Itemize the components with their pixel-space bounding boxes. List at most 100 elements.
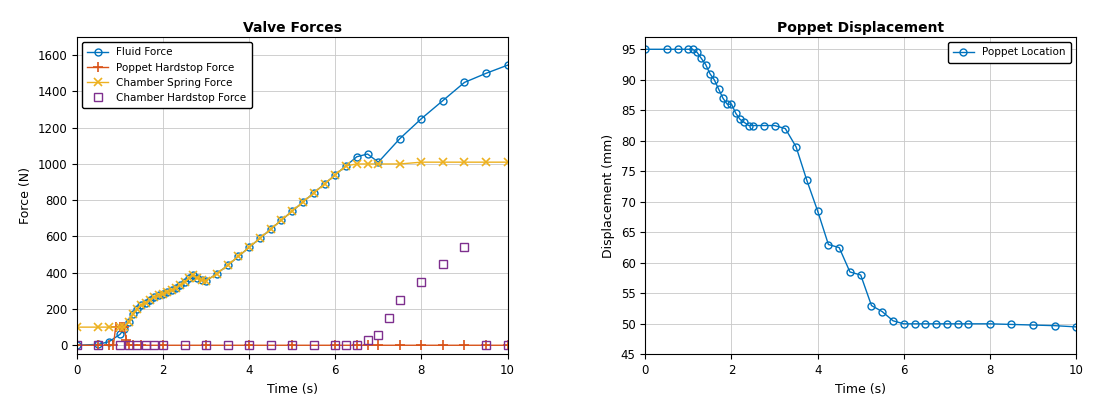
- Poppet Location: [671, 47, 684, 52]
- Fluid Force: [350, 154, 363, 159]
- Poppet Location: [951, 321, 964, 326]
- Fluid Force: [501, 63, 514, 68]
- Poppet Location: [742, 123, 755, 128]
- Poppet Location: [919, 321, 932, 326]
- Poppet Hardstop Force: [122, 343, 135, 348]
- Chamber Hardstop Force: [458, 245, 471, 250]
- Chamber Hardstop Force: [113, 343, 126, 348]
- Fluid Force: [296, 199, 310, 204]
- Poppet Hardstop Force: [328, 343, 341, 348]
- Poppet Location: [758, 123, 771, 128]
- Fluid Force: [148, 295, 161, 300]
- Poppet Hardstop Force: [115, 325, 128, 330]
- Chamber Spring Force: [318, 181, 332, 186]
- Chamber Hardstop Force: [200, 343, 213, 348]
- Poppet Hardstop Force: [126, 343, 139, 348]
- Fluid Force: [458, 80, 471, 85]
- Fluid Force: [144, 297, 157, 302]
- Chamber Hardstop Force: [361, 337, 374, 342]
- Chamber Hardstop Force: [265, 343, 278, 348]
- X-axis label: Time (s): Time (s): [836, 383, 886, 396]
- Chamber Spring Force: [195, 278, 209, 283]
- Chamber Spring Force: [415, 160, 428, 165]
- Chamber Spring Force: [328, 172, 341, 177]
- Chamber Spring Force: [274, 218, 288, 222]
- Poppet Location: [908, 321, 921, 326]
- Chamber Spring Force: [117, 325, 131, 330]
- Chamber Spring Force: [191, 276, 204, 281]
- Poppet Hardstop Force: [135, 343, 148, 348]
- Fluid Force: [122, 319, 135, 324]
- Chamber Spring Force: [153, 293, 166, 298]
- Fluid Force: [117, 326, 131, 331]
- Fluid Force: [210, 271, 223, 276]
- Poppet Hardstop Force: [102, 343, 115, 348]
- Chamber Spring Force: [144, 297, 157, 302]
- Poppet Location: [691, 50, 704, 55]
- Chamber Spring Force: [296, 199, 310, 204]
- Chamber Spring Force: [339, 163, 352, 168]
- Chamber Spring Force: [70, 325, 83, 330]
- Chamber Spring Force: [182, 276, 195, 281]
- Chamber Hardstop Force: [480, 343, 493, 348]
- Poppet Location: [1027, 323, 1040, 328]
- Chamber Spring Force: [393, 162, 406, 166]
- Title: Poppet Displacement: Poppet Displacement: [777, 21, 944, 35]
- Fluid Force: [265, 227, 278, 232]
- Poppet Location: [886, 318, 899, 323]
- Poppet Hardstop Force: [458, 343, 471, 348]
- Poppet Location: [1005, 322, 1018, 327]
- Chamber Spring Force: [169, 286, 182, 290]
- Poppet Location: [639, 47, 652, 52]
- Fluid Force: [307, 190, 321, 195]
- Chamber Spring Force: [200, 279, 213, 283]
- X-axis label: Time (s): Time (s): [267, 383, 317, 396]
- Chamber Spring Force: [178, 279, 191, 284]
- Poppet Hardstop Force: [415, 343, 428, 348]
- Chamber Hardstop Force: [122, 343, 135, 348]
- Poppet Location: [725, 102, 738, 107]
- Poppet Hardstop Force: [372, 343, 385, 348]
- Title: Valve Forces: Valve Forces: [243, 21, 341, 35]
- Fluid Force: [187, 273, 200, 278]
- Chamber Hardstop Force: [415, 279, 428, 284]
- Chamber Spring Force: [285, 208, 299, 213]
- Legend: Poppet Location: Poppet Location: [948, 42, 1071, 63]
- Poppet Location: [843, 269, 856, 274]
- Poppet Hardstop Force: [393, 343, 406, 348]
- Chamber Spring Force: [156, 291, 169, 296]
- Poppet Location: [778, 126, 792, 131]
- Poppet Location: [720, 102, 733, 107]
- Poppet Hardstop Force: [350, 343, 363, 348]
- Y-axis label: Displacement (mm): Displacement (mm): [602, 133, 615, 258]
- Poppet Location: [708, 77, 721, 82]
- Poppet Location: [729, 111, 742, 116]
- Chamber Spring Force: [122, 319, 135, 324]
- Poppet Location: [712, 87, 725, 91]
- Poppet Location: [865, 303, 878, 308]
- Fluid Force: [361, 152, 374, 157]
- Poppet Location: [695, 56, 708, 61]
- Poppet Location: [660, 47, 673, 52]
- Chamber Hardstop Force: [243, 343, 256, 348]
- Chamber Spring Force: [126, 312, 139, 317]
- Poppet Location: [984, 321, 997, 326]
- Chamber Hardstop Force: [382, 316, 395, 321]
- Poppet Location: [962, 321, 975, 326]
- Poppet Location: [699, 62, 713, 67]
- Poppet Location: [1069, 324, 1083, 329]
- Poppet Hardstop Force: [285, 343, 299, 348]
- Fluid Force: [191, 276, 204, 281]
- Chamber Hardstop Force: [148, 343, 161, 348]
- Chamber Spring Force: [232, 254, 245, 259]
- Fluid Force: [131, 307, 144, 311]
- Poppet Location: [738, 120, 751, 125]
- Chamber Spring Force: [372, 162, 385, 166]
- Poppet Hardstop Force: [200, 343, 213, 348]
- Chamber Spring Force: [173, 283, 187, 288]
- Chamber Spring Force: [187, 273, 200, 278]
- Fluid Force: [139, 300, 153, 305]
- Fluid Force: [102, 339, 115, 344]
- Poppet Hardstop Force: [113, 325, 126, 330]
- Chamber Hardstop Force: [350, 343, 363, 348]
